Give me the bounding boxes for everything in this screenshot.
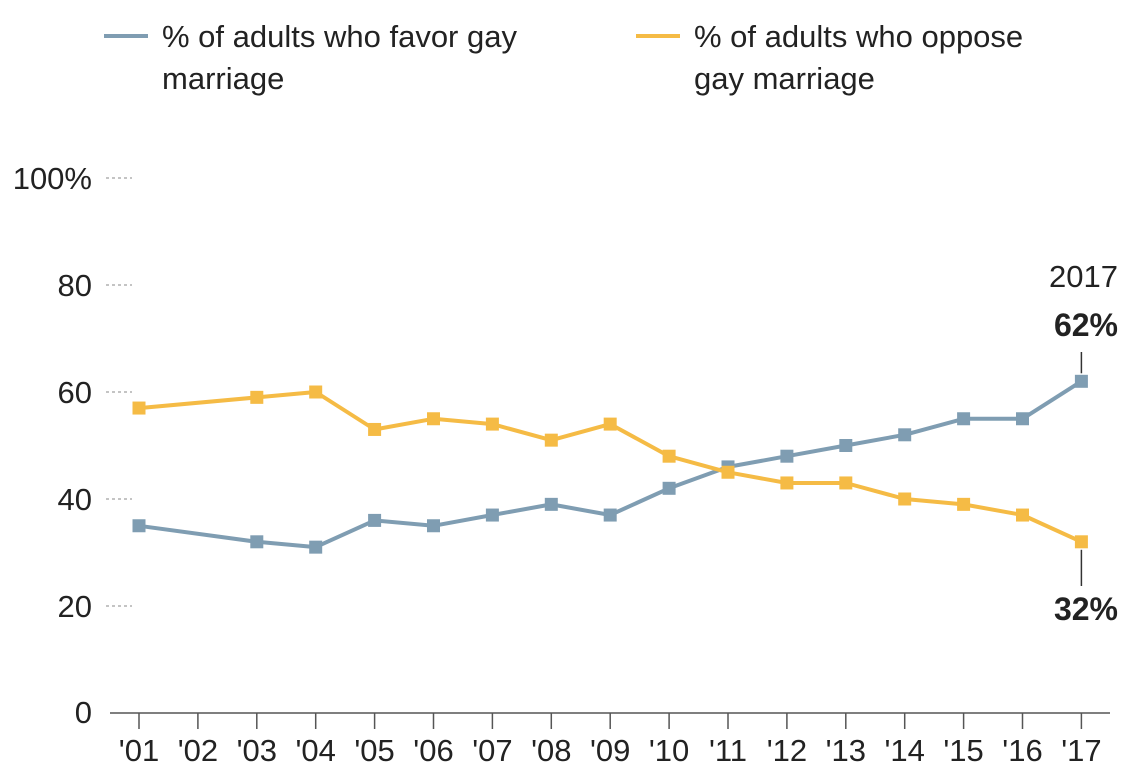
data-point-oppose bbox=[721, 465, 735, 479]
data-point-favor bbox=[839, 439, 853, 452]
data-point-oppose bbox=[250, 390, 264, 404]
data-point-oppose bbox=[132, 401, 146, 415]
data-point-oppose bbox=[957, 497, 971, 511]
data-point-favor bbox=[485, 508, 499, 522]
end-year-label: 2017 bbox=[1049, 259, 1118, 294]
data-point-oppose bbox=[1016, 508, 1029, 522]
data-point-oppose bbox=[427, 412, 440, 426]
legend-label-favor: % of adults who favor gay marriage bbox=[162, 19, 517, 96]
x-tick-label: '15 bbox=[943, 733, 983, 768]
legend-item-favor: % of adults who favor gay marriage bbox=[104, 16, 542, 100]
data-point-favor bbox=[250, 535, 264, 549]
legend-label-oppose: % of adults who oppose gay marriage bbox=[694, 19, 1024, 96]
data-point-favor bbox=[309, 540, 323, 554]
end-value-favor: 62% bbox=[1054, 307, 1118, 343]
data-point-oppose bbox=[898, 492, 912, 506]
data-point-favor bbox=[427, 519, 440, 533]
y-tick-label: 20 bbox=[58, 589, 92, 624]
x-tick-label: '02 bbox=[178, 733, 218, 768]
series-layer bbox=[132, 374, 1088, 554]
y-tick-label: 60 bbox=[58, 375, 92, 410]
data-point-favor bbox=[1016, 412, 1029, 426]
data-point-oppose bbox=[485, 417, 499, 431]
x-tick-label: '07 bbox=[472, 733, 512, 768]
x-tick-label: '08 bbox=[531, 733, 571, 768]
legend-swatch-oppose bbox=[636, 34, 680, 38]
x-tick-label: '13 bbox=[826, 733, 866, 768]
x-axis: '01 '02 '03 '04 '05 '06 '07 '08 '09 '10 '11 '12 '13 '… bbox=[110, 712, 1110, 768]
data-point-oppose bbox=[603, 417, 617, 431]
data-point-favor bbox=[780, 449, 794, 463]
data-point-oppose bbox=[368, 422, 382, 436]
data-point-favor bbox=[368, 513, 382, 527]
legend-item-oppose: % of adults who oppose gay marriage bbox=[636, 16, 1074, 100]
x-tick-label: '09 bbox=[590, 733, 630, 768]
data-point-favor bbox=[662, 481, 676, 495]
data-point-oppose bbox=[662, 449, 676, 463]
y-tick-label: 40 bbox=[58, 482, 92, 517]
y-tick-label: 100% bbox=[13, 161, 92, 196]
y-axis: 0 20 40 60 80 100% bbox=[13, 161, 132, 730]
annotation-layer: 2017 62% 32% bbox=[1049, 259, 1118, 627]
y-tick-label: 0 bbox=[75, 695, 92, 730]
data-point-favor bbox=[957, 412, 971, 426]
data-point-oppose bbox=[780, 476, 794, 490]
y-tick-label: 80 bbox=[58, 268, 92, 303]
series-line-favor bbox=[138, 379, 1083, 550]
x-tick-label: '11 bbox=[709, 733, 747, 768]
x-tick-label: '17 bbox=[1061, 733, 1101, 768]
x-tick-label: '06 bbox=[413, 733, 453, 768]
data-point-favor bbox=[1074, 374, 1088, 388]
x-tick-label: '01 bbox=[119, 733, 159, 768]
x-tick-label: '04 bbox=[295, 733, 335, 768]
x-tick-label: '12 bbox=[767, 733, 807, 768]
series-line-oppose bbox=[138, 390, 1083, 544]
x-tick-label: '03 bbox=[237, 733, 277, 768]
data-point-favor bbox=[544, 497, 558, 511]
x-tick-label: '14 bbox=[884, 733, 924, 768]
end-value-oppose: 32% bbox=[1054, 591, 1118, 627]
data-point-favor bbox=[132, 519, 146, 533]
x-tick-label: '10 bbox=[649, 733, 689, 768]
data-point-oppose bbox=[309, 385, 323, 399]
data-point-oppose bbox=[839, 476, 853, 490]
x-tick-label: '16 bbox=[1002, 733, 1042, 768]
data-point-favor bbox=[603, 508, 617, 522]
data-point-oppose bbox=[544, 433, 558, 447]
data-point-favor bbox=[898, 428, 912, 442]
x-tick-label: '05 bbox=[354, 733, 394, 768]
legend-swatch-favor bbox=[104, 34, 148, 38]
data-point-oppose bbox=[1074, 535, 1088, 549]
